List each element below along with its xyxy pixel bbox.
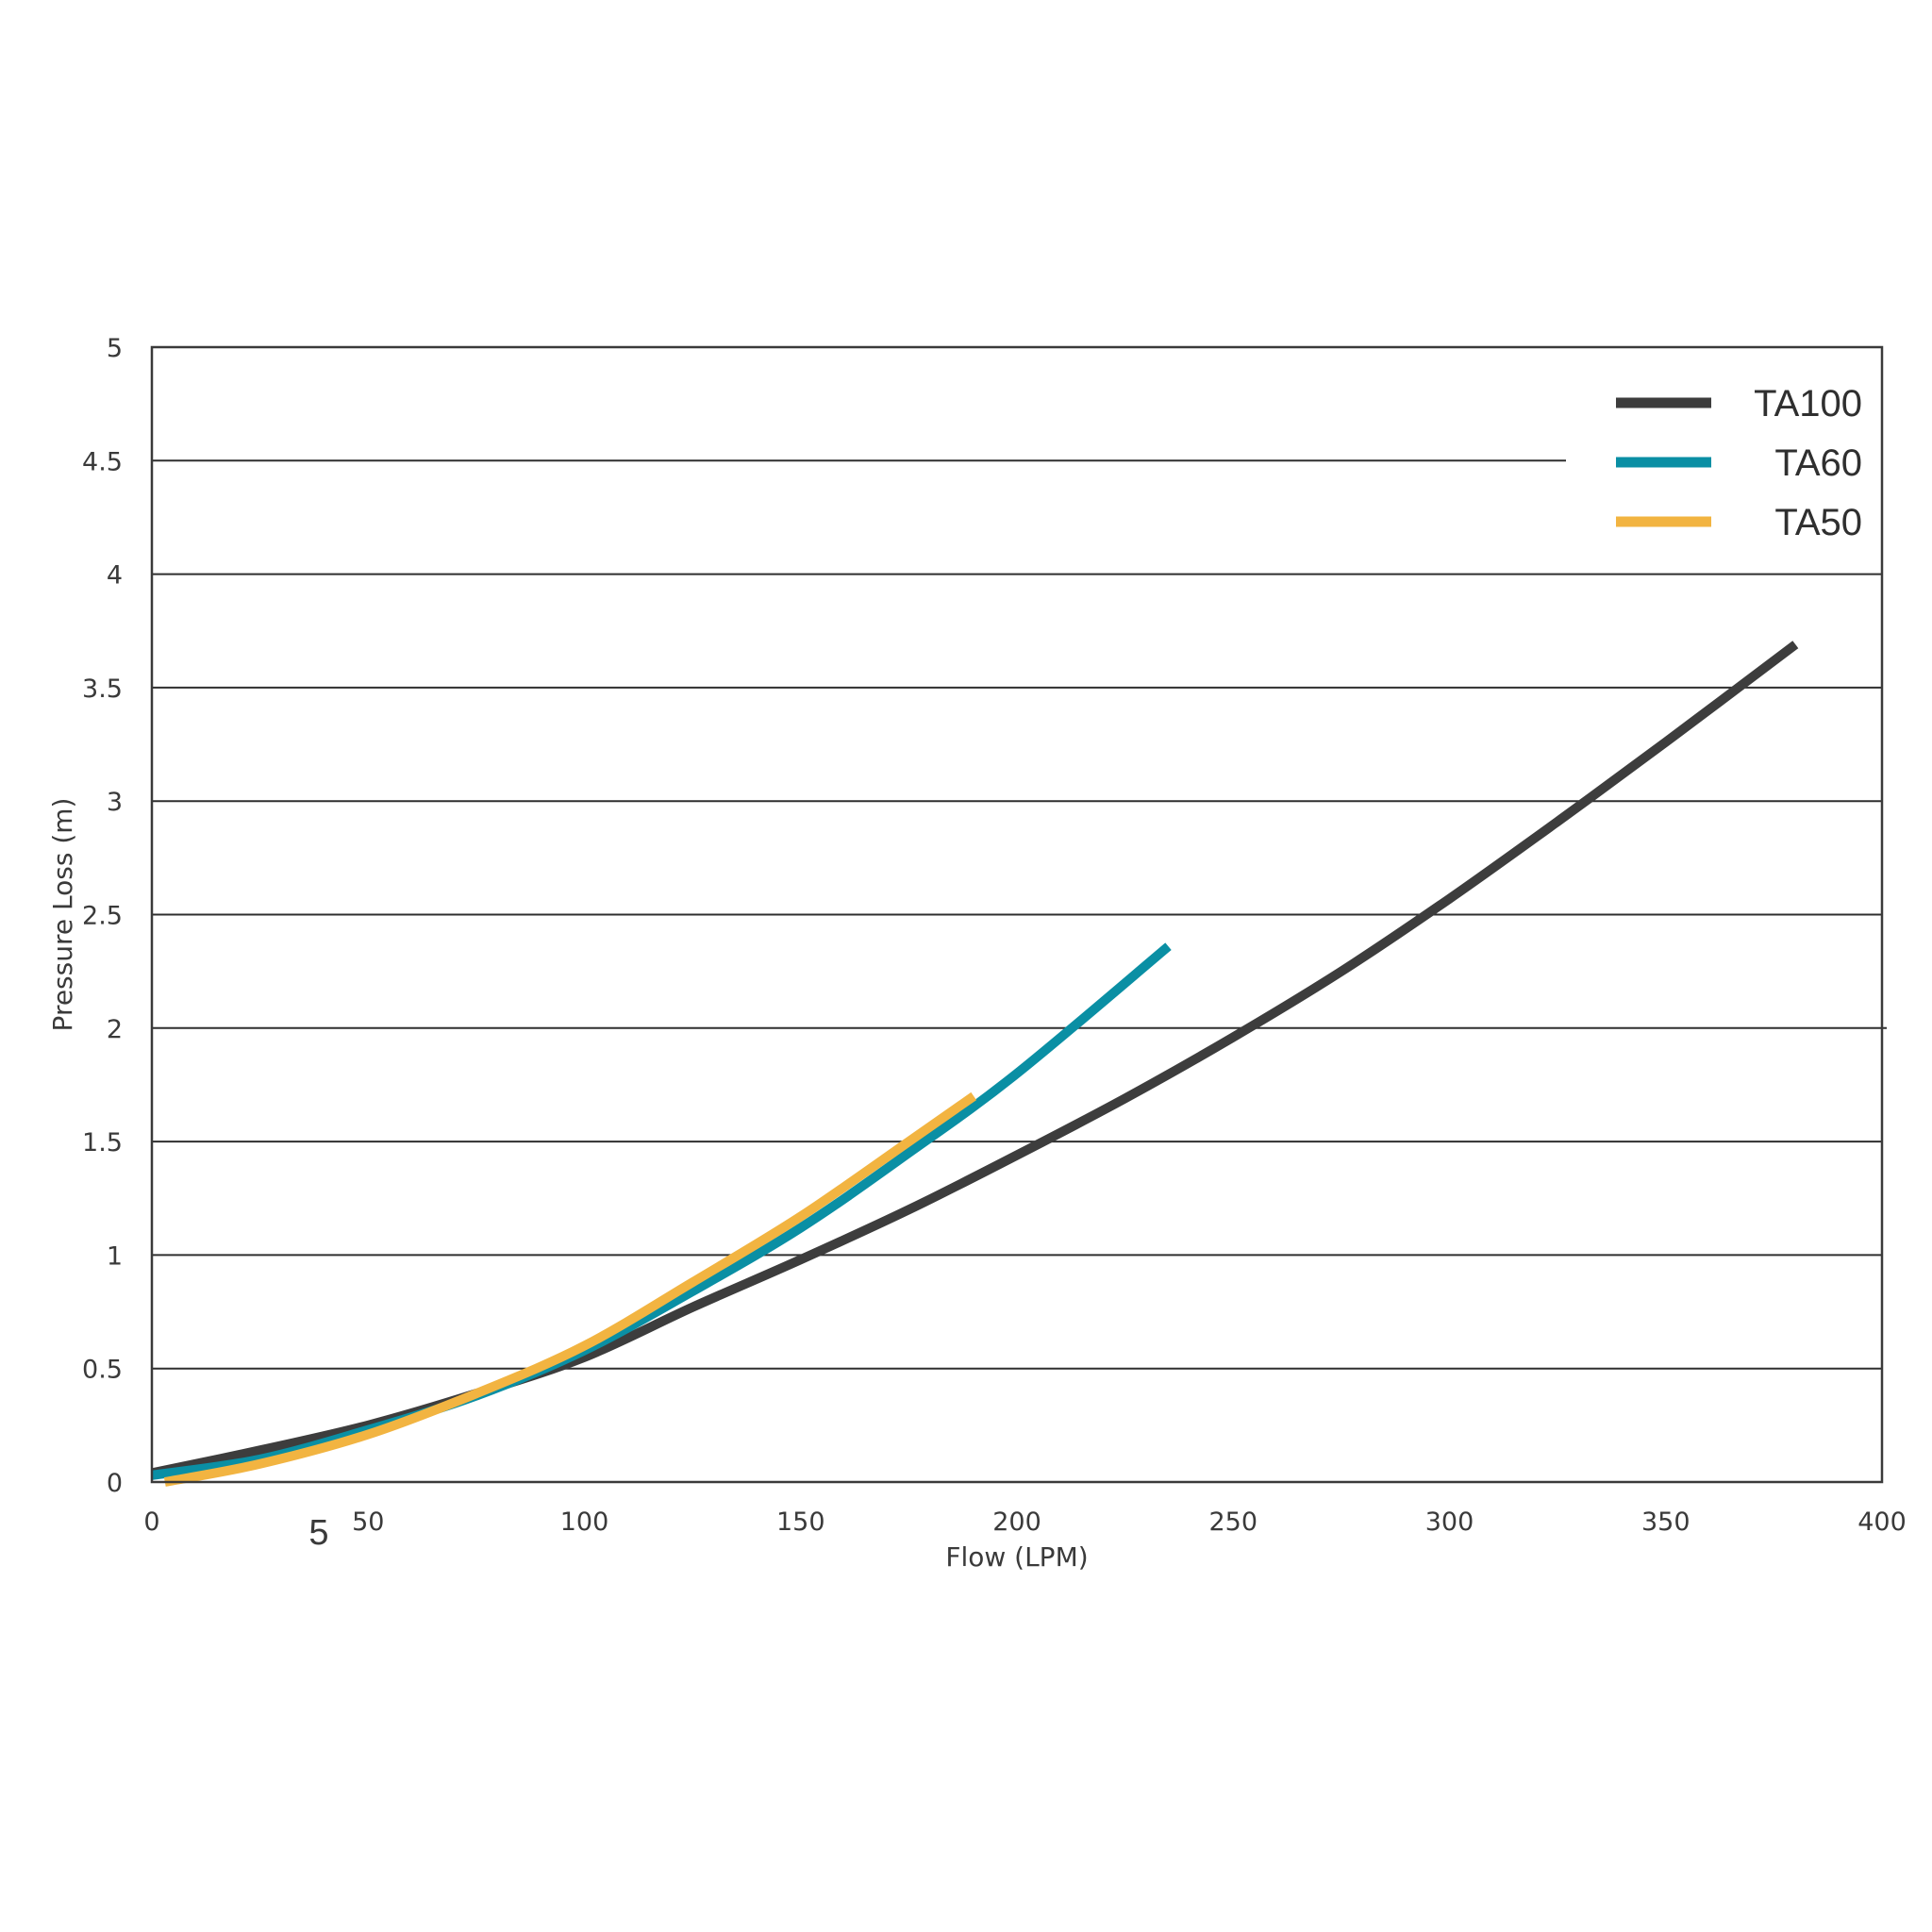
grid-lines	[152, 459, 1887, 1370]
y-tick-label: 5	[107, 334, 123, 363]
x-tick-label: 350	[1641, 1507, 1690, 1537]
x-tick-label: 100	[560, 1507, 609, 1537]
legend-label: TA50	[1774, 502, 1862, 543]
y-tick-label: 3.5	[82, 675, 123, 704]
y-tick-label: 1.5	[82, 1128, 123, 1158]
series-lines	[150, 641, 1799, 1487]
y-tick-label: 0.5	[82, 1356, 123, 1385]
x-tick-label: 200	[992, 1507, 1041, 1537]
series-line-ta50	[163, 1091, 977, 1487]
x-axis-title: Flow (LPM)	[945, 1541, 1088, 1573]
y-tick-label: 4.5	[82, 447, 123, 476]
x-tick-label: 50	[352, 1507, 384, 1537]
x-axis-ticks: 0 50 100 150 200 250 300 350 400	[143, 1507, 1906, 1537]
x-tick-label: 250	[1208, 1507, 1257, 1537]
y-tick-label: 4	[107, 561, 123, 591]
x-tick-label: 150	[776, 1507, 825, 1537]
plot-frame	[150, 345, 1884, 1484]
y-tick-label: 2.5	[82, 902, 123, 931]
x-tick-label: 400	[1857, 1507, 1907, 1537]
legend-label: TA100	[1754, 383, 1862, 425]
stray-number-label: 5	[308, 1513, 328, 1553]
x-tick-label: 0	[143, 1507, 159, 1537]
y-tick-label: 2	[107, 1015, 123, 1044]
series-line-ta60	[151, 942, 1172, 1480]
x-tick-label: 300	[1425, 1507, 1474, 1537]
y-tick-label: 3	[107, 788, 123, 817]
legend: TA100 TA60 TA50	[1616, 383, 1862, 543]
legend-label: TA60	[1774, 442, 1862, 484]
series-line-ta100	[150, 641, 1799, 1478]
y-tick-label: 1	[107, 1241, 123, 1271]
y-axis-ticks: 0 0.5 1 1.5 2 2.5 3 3.5 4 4.5 5	[82, 334, 123, 1498]
y-tick-label: 0	[107, 1469, 123, 1498]
y-axis-title: Pressure Loss (m)	[47, 798, 78, 1032]
